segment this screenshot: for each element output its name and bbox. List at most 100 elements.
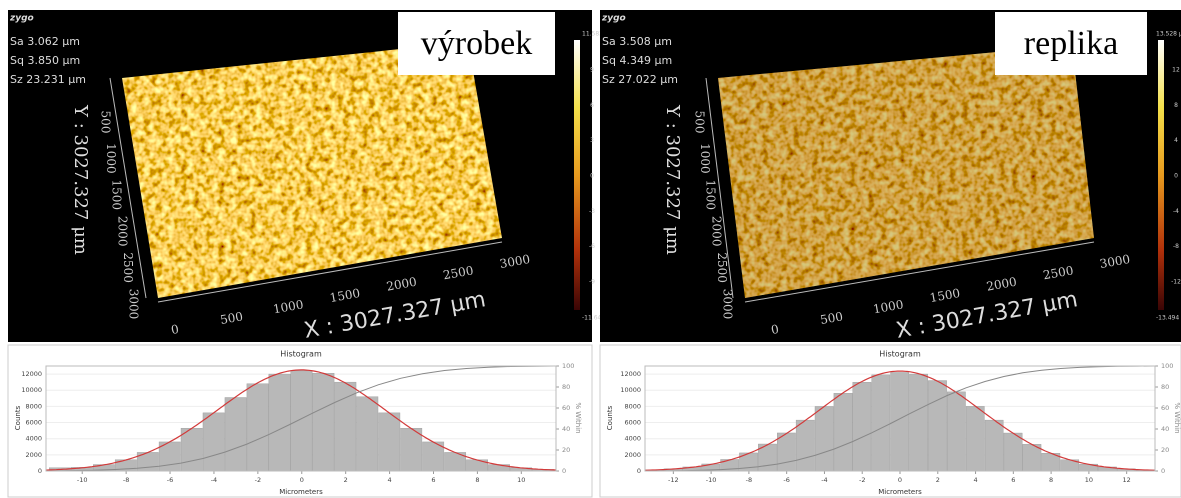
x-tick-label: 2: [344, 476, 348, 484]
colorbar-tick: 4: [1174, 137, 1178, 144]
y-axis-label: Counts: [606, 405, 614, 430]
x-tick-label: 8: [1049, 476, 1053, 484]
x-tick-label: 500: [219, 309, 244, 327]
colorbar-tick: 3: [590, 137, 594, 144]
y-tick-label: 1000: [698, 143, 712, 174]
logo: zygo: [601, 14, 626, 24]
surface-edge: [744, 241, 1095, 303]
x-tick-label: 1000: [872, 297, 905, 316]
histogram-bar: [356, 396, 379, 472]
y2-axis-label: % Within: [574, 402, 582, 433]
y2-axis-label: % Within: [1173, 402, 1181, 433]
y-tick-label: 0: [38, 467, 42, 475]
colorbar-tick: 9: [590, 67, 594, 74]
x-tick-label: 1000: [272, 297, 305, 316]
x-tick-label: 4: [388, 476, 392, 484]
surface-edge: [109, 77, 147, 299]
y2-tick-label: 80: [1161, 383, 1169, 391]
surface-view: zygo Sa 3.508 μm Sq 4.349 μm Sz 27.022 μm 0 5…: [600, 10, 1181, 344]
x-tick-label: 12: [1123, 476, 1131, 484]
y2-tick-label: 20: [1161, 446, 1169, 454]
colorbar-tick: 6: [590, 102, 594, 109]
histogram-panel: Histogram0200040006000800010000120000204…: [7, 344, 593, 498]
histogram-bar: [871, 374, 891, 472]
histogram-bar: [777, 432, 796, 472]
surface: [122, 42, 502, 298]
y-tick-label: 8000: [624, 402, 641, 410]
x-tick-label: 0: [300, 476, 304, 484]
colorbar-min: -13.494 μm: [1156, 315, 1181, 322]
histogram-bar: [224, 397, 247, 472]
surface-view: zygo Sa 3.062 μm Sq 3.850 μm Sz 23.231 μm 0 5…: [8, 10, 617, 344]
x-tick-label: 1500: [329, 286, 362, 305]
y2-tick-label: 0: [1161, 467, 1165, 475]
x-tick-label: -6: [783, 476, 789, 484]
colorbar-tick: 8: [1174, 102, 1178, 109]
y2-tick-label: 0: [562, 467, 566, 475]
x-tick-label: -2: [859, 476, 865, 484]
roughness-stat: Sq 4.349 μm: [602, 54, 672, 67]
x-tick-label: 0: [898, 476, 902, 484]
histogram-bar: [795, 419, 815, 472]
colorbar-tick: 0: [1174, 173, 1178, 180]
y-tick-label: 4000: [25, 435, 42, 443]
x-tick-label: 0: [770, 322, 780, 337]
y-axis-label: Counts: [14, 405, 22, 430]
x-tick-label: -10: [706, 476, 717, 484]
x-tick-label: 500: [819, 309, 844, 327]
sample-label: výrobek: [421, 25, 532, 62]
sample-label-box: [995, 12, 1147, 75]
y-tick-label: 12000: [620, 370, 641, 378]
y-tick-label: 12000: [21, 370, 42, 378]
x-tick-label: 2000: [985, 275, 1018, 294]
y-tick-label: 2500: [715, 252, 729, 283]
histogram-panel: Histogram0200040006000800010000120000204…: [599, 344, 1181, 498]
histogram-bar: [180, 427, 203, 472]
colorbar-tick: -4: [1173, 208, 1179, 215]
histogram-bar: [334, 381, 357, 472]
colorbar-tick: -8: [1173, 243, 1179, 250]
x-tick-label: 2: [936, 476, 940, 484]
histogram-bar: [965, 406, 985, 472]
y-tick-label: 2500: [121, 252, 135, 283]
y-tick-label: 8000: [25, 402, 42, 410]
colorbar: [574, 40, 580, 310]
normal-fit: [644, 370, 1156, 471]
histogram-bar: [814, 406, 834, 472]
x-tick-label: 2000: [385, 275, 418, 294]
histogram-bar: [312, 373, 335, 472]
y-tick-label: 2000: [25, 451, 42, 459]
y-tick-label: 500: [99, 111, 113, 134]
x-tick-label: -4: [821, 476, 827, 484]
y-tick-label: 10000: [620, 386, 641, 394]
x-tick-label: -12: [668, 476, 679, 484]
histogram-bar: [378, 412, 401, 472]
colorbar-min: -11.649 μm: [582, 315, 617, 322]
y-tick-label: 2000: [115, 216, 129, 247]
x-tick-label: 6: [1011, 476, 1015, 484]
plot-frame: [45, 365, 557, 472]
x-tick-label: -6: [167, 476, 173, 484]
colorbar-tick: -6: [589, 243, 595, 250]
x-axis-label: Micrometers: [878, 488, 922, 496]
logo: zygo: [9, 14, 34, 24]
surface: [718, 45, 1094, 298]
x-tick-label: -8: [123, 476, 129, 484]
surface-edge: [705, 77, 734, 299]
histogram-bar: [852, 382, 872, 472]
x-tick-label: 10: [1085, 476, 1093, 484]
y-tick-label: 1000: [104, 143, 118, 174]
y-tick-label: 3000: [721, 289, 735, 320]
x-tick-label: 2500: [442, 263, 475, 282]
histogram-bar: [1003, 432, 1023, 472]
y2-tick-label: 80: [562, 383, 570, 391]
histogram-bar: [202, 412, 225, 472]
colorbar-tick: 0: [590, 173, 594, 180]
cumulative-curve: [644, 365, 1156, 472]
colorbar-tick: -12: [1171, 279, 1181, 286]
histogram-bar: [400, 427, 423, 472]
y-tick-label: 4000: [624, 435, 641, 443]
x-tick-label: 4: [973, 476, 977, 484]
y2-tick-label: 100: [1161, 362, 1173, 370]
y-tick-label: 3000: [127, 289, 141, 320]
